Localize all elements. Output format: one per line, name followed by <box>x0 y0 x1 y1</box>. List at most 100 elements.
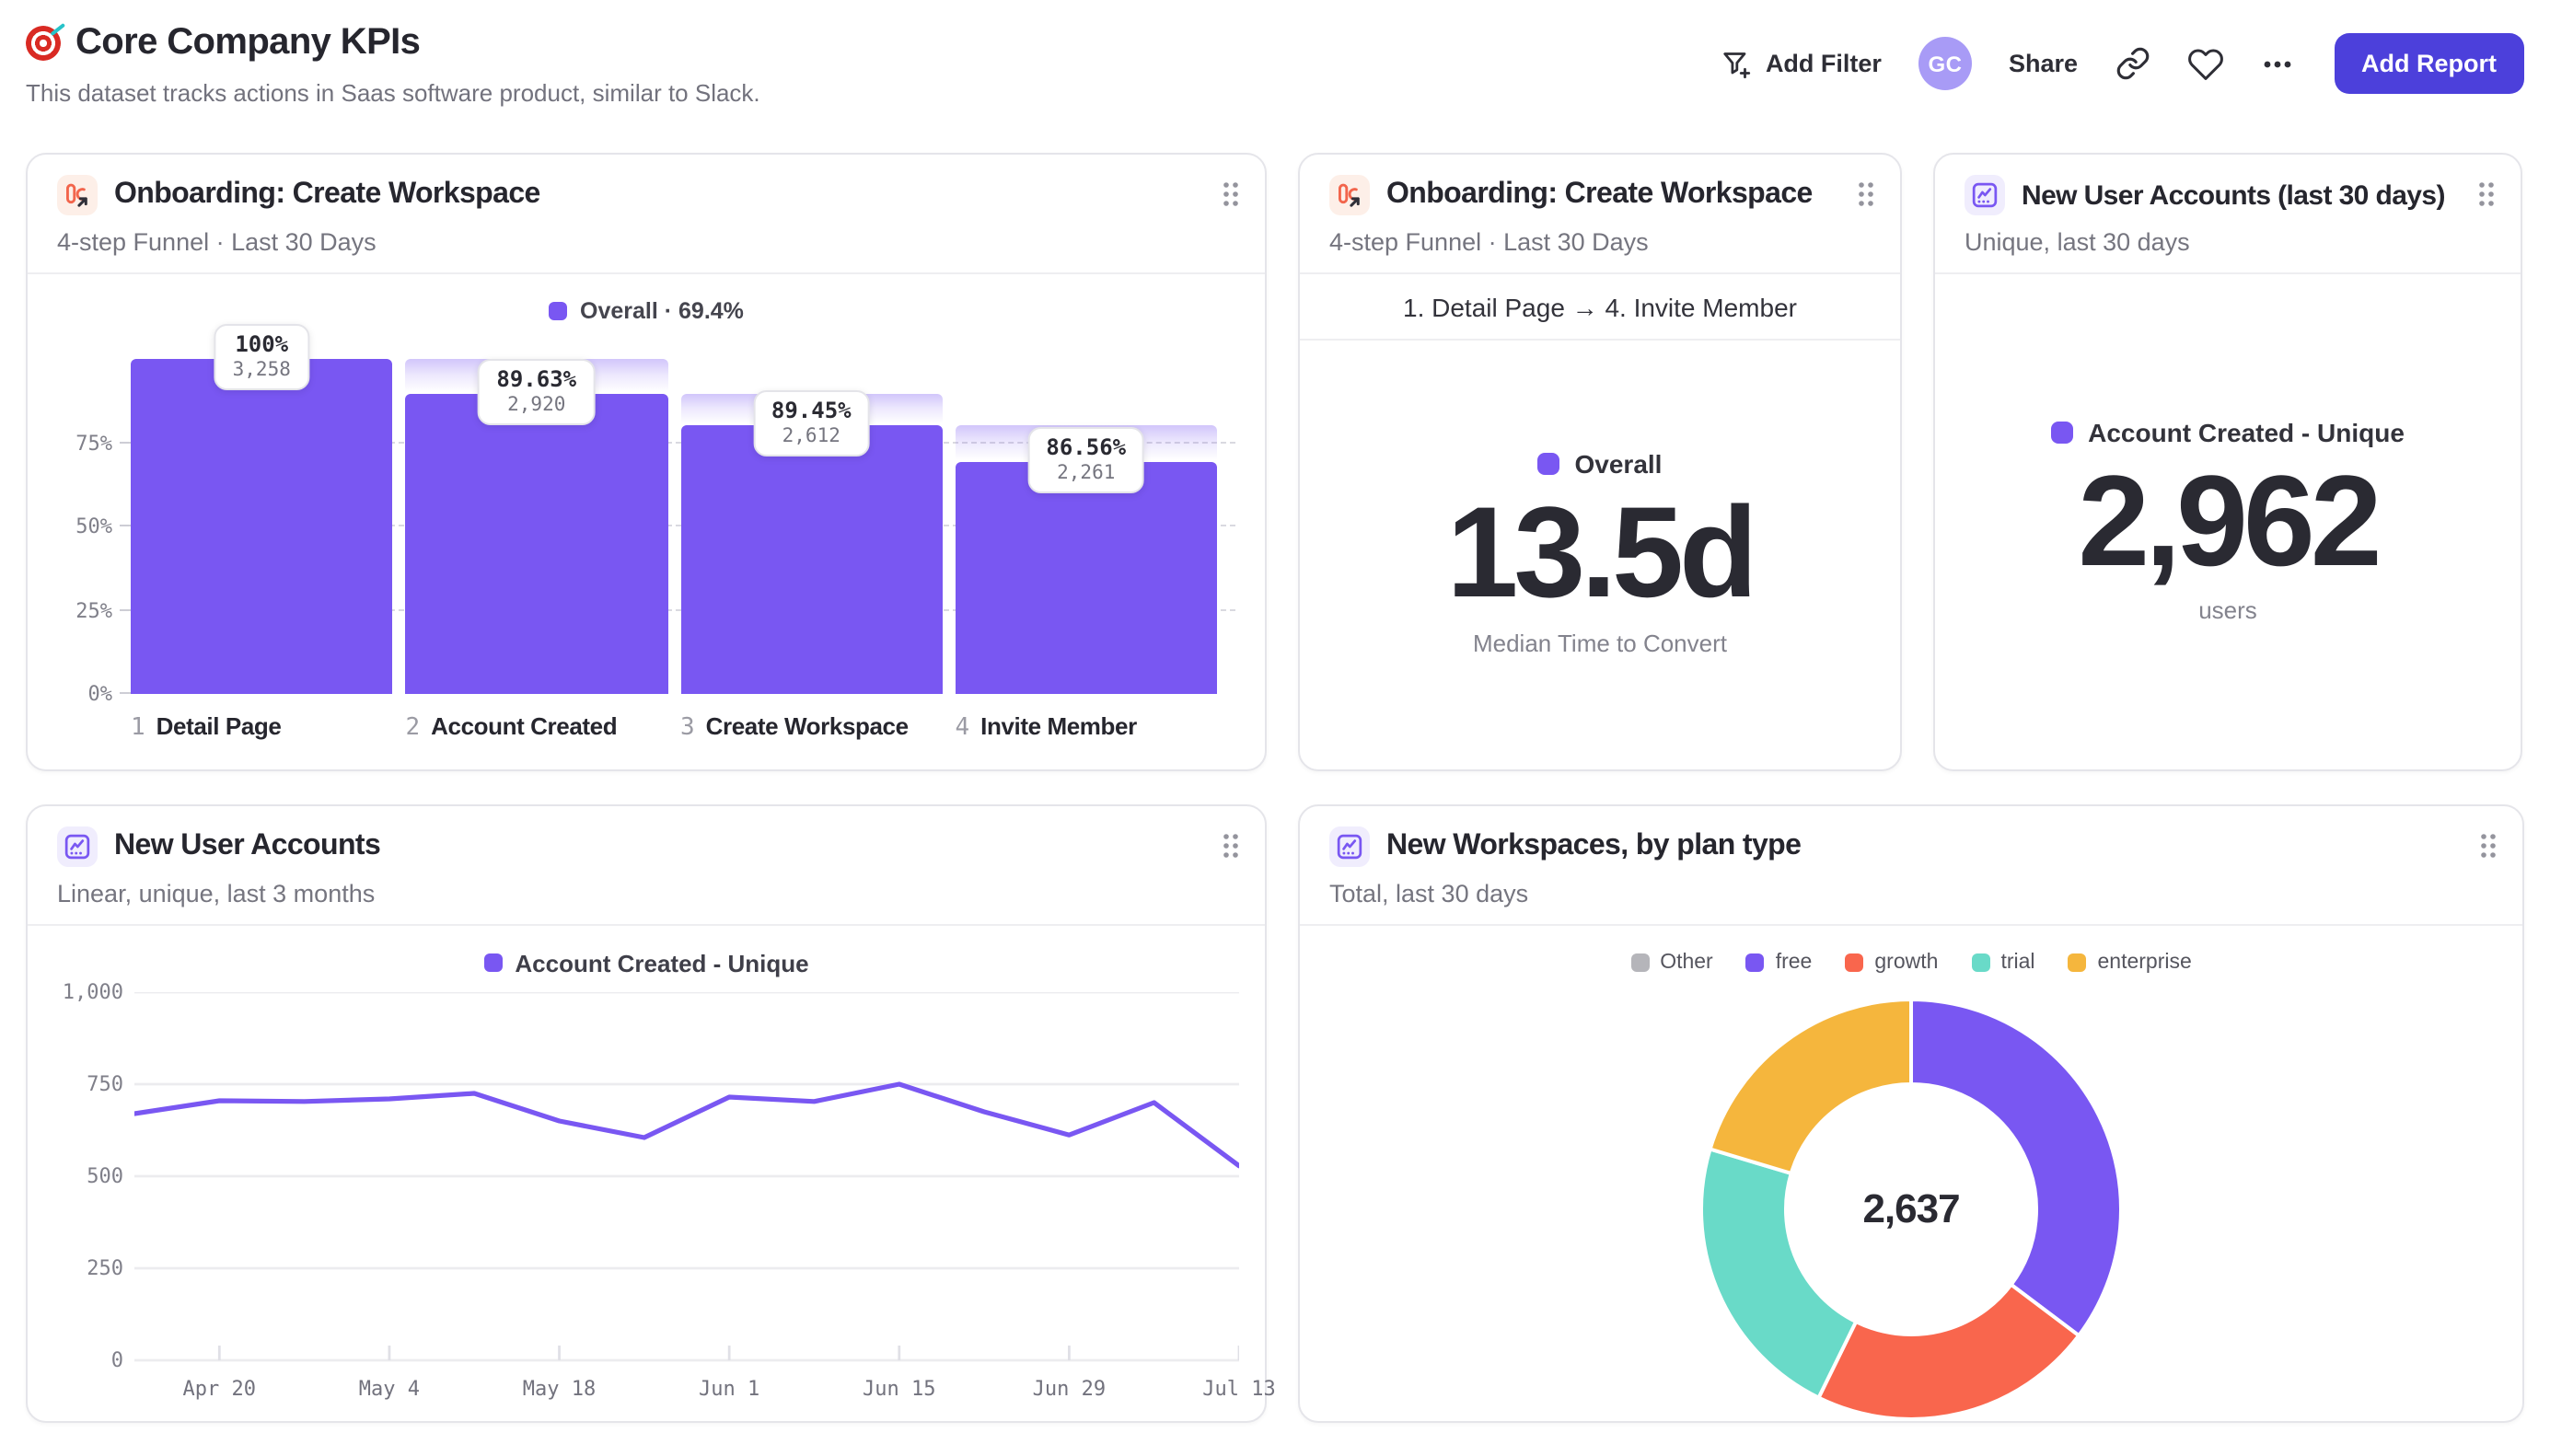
drag-handle-icon[interactable] <box>1221 832 1241 860</box>
page-header-actions: Add Filter GC Share <box>1720 22 2524 94</box>
donut-slice-enterprise[interactable] <box>1708 997 1913 1176</box>
funnel-step-label: 1 Detail Page <box>131 712 393 742</box>
legend-swatch-trial <box>1971 953 1990 972</box>
legend-swatch-free <box>1745 953 1765 972</box>
donut-slice-growth[interactable] <box>1815 1281 2081 1421</box>
funnel-ytick-label: 75% <box>75 431 112 455</box>
funnel-bar-fill[interactable] <box>680 425 943 694</box>
donut-slice-trial[interactable] <box>1699 1147 1859 1401</box>
funnel-bar-step-3[interactable]: 89.45% 2,612 <box>680 359 943 694</box>
card-new-workspaces-by-plan: New Workspaces, by plan type Total, last… <box>1298 804 2524 1423</box>
new-users-body: Account Created - Unique 2,962 users <box>1935 272 2521 769</box>
card-title: Onboarding: Create Workspace <box>114 179 540 210</box>
legend-label: Other <box>1660 952 1713 974</box>
legend-swatch-enterprise <box>2068 953 2087 972</box>
line-legend[interactable]: Account Created - Unique <box>57 941 1235 985</box>
funnel-ytick-label: 0% <box>87 682 113 706</box>
share-button[interactable]: Share <box>2009 50 2078 77</box>
funnel-step-label: 3 Create Workspace <box>680 712 943 742</box>
insights-report-icon <box>57 826 98 867</box>
insights-report-icon <box>1965 175 2005 215</box>
legend-label: Account Created - Unique <box>515 949 809 976</box>
funnel-step-labels: 1 Detail Page 2 Account Created 3 Create Work… <box>131 712 1235 742</box>
metric-legend[interactable]: Overall <box>1537 449 1663 480</box>
drag-handle-icon[interactable] <box>2476 180 2497 208</box>
page-title: Core Company KPIs <box>75 22 421 63</box>
median-time-body: Overall 13.5d Median Time to Convert <box>1300 337 1900 769</box>
line-series-account-created[interactable] <box>134 1081 1239 1169</box>
funnel-value-label: 89.45% 2,612 <box>752 390 870 457</box>
funnel-step-name: Detail Page <box>156 712 282 740</box>
card-subtitle: Total, last 30 days <box>1329 880 1529 907</box>
metric-legend[interactable]: Account Created - Unique <box>2051 418 2405 447</box>
drag-handle-icon[interactable] <box>2478 832 2498 860</box>
line-ytick-label: 750 <box>87 1072 123 1096</box>
funnel-bar-fill[interactable] <box>131 359 393 694</box>
card-title: New Workspaces, by plan type <box>1386 830 1802 861</box>
funnel-pct-label: 100% <box>235 331 289 357</box>
funnel-pct-label: 89.63% <box>496 365 577 392</box>
line-xtick-label: May 4 <box>358 1377 421 1401</box>
card-new-user-accounts-trend: New User Accounts Linear, unique, last 3… <box>26 804 1276 1423</box>
drag-handle-icon[interactable] <box>1856 180 1876 208</box>
donut-total-label: 2,637 <box>1862 1185 1960 1231</box>
funnel-step-label: 2 Account Created <box>406 712 668 742</box>
legend-label: Overall <box>1574 449 1663 480</box>
favorite-button[interactable] <box>2186 45 2223 82</box>
card-title: New User Accounts (last 30 days) <box>2022 179 2445 211</box>
line-xtick-label: Jun 15 <box>863 1377 936 1401</box>
line-ytick-label: 250 <box>87 1256 123 1280</box>
line-chart: 0 250 500 750 1,000 Apr 20 May 4 May 18 Jun 1 Jun… <box>63 980 1276 1416</box>
funnel-pct-label: 89.45% <box>771 398 852 424</box>
drag-handle-icon[interactable] <box>1221 180 1241 208</box>
funnel-ytick-mark <box>120 608 131 610</box>
line-xtick-label: Apr 20 <box>182 1377 257 1401</box>
funnel-bar-fill[interactable] <box>955 461 1217 694</box>
funnel-ytick-label: 25% <box>75 598 112 622</box>
funnel-chart: 0% 25% 50% 75% 100% 3,258 89.63% 2,920 89.45% 2,6… <box>75 324 1235 706</box>
funnel-legend[interactable]: Overall · 69.4% <box>57 289 1235 333</box>
funnel-bar-step-2[interactable]: 89.63% 2,920 <box>405 358 667 694</box>
page-header: Core Company KPIs This dataset tracks ac… <box>0 0 2550 114</box>
ellipsis-icon <box>2263 60 2290 67</box>
median-time-value: 13.5d <box>1446 480 1758 625</box>
avatar[interactable]: GC <box>1918 37 1972 90</box>
copy-link-button[interactable] <box>2115 46 2150 81</box>
funnel-pct-label: 86.56% <box>1046 433 1127 460</box>
funnel-ytick-mark <box>120 525 131 526</box>
legend-item-free[interactable]: free <box>1745 952 1813 974</box>
line-xtick-label: Jun 1 <box>699 1377 760 1401</box>
add-report-button[interactable]: Add Report <box>2334 33 2524 94</box>
funnel-count-label: 2,920 <box>507 393 566 416</box>
add-filter-button[interactable]: Add Filter <box>1720 47 1882 80</box>
dashboard-board: Onboarding: Create Workspace 4-step Funn… <box>26 153 2524 1456</box>
funnel-ytick-mark <box>120 441 131 443</box>
line-chart-svg <box>134 992 1239 1362</box>
funnel-bar-step-4[interactable]: 86.56% 2,261 <box>955 359 1217 694</box>
funnel-bar-fill[interactable] <box>405 393 667 694</box>
funnel-bar-step-1[interactable]: 100% 3,258 <box>131 324 393 694</box>
donut-legend: Other free growth trial enterprise <box>1329 941 2493 985</box>
dartboard-target-icon <box>26 26 61 61</box>
line-ytick-label: 0 <box>110 1348 123 1372</box>
legend-label: free <box>1775 952 1813 974</box>
legend-swatch-other <box>1630 953 1650 972</box>
funnel-value-label: 100% 3,258 <box>214 324 309 390</box>
line-xtick-label: Jul 13 <box>1202 1377 1276 1401</box>
median-time-caption: Median Time to Convert <box>1472 629 1727 657</box>
legend-item-enterprise[interactable]: enterprise <box>2068 952 2192 974</box>
new-users-value: 2,962 <box>2078 448 2382 593</box>
legend-swatch-overall <box>1537 453 1560 476</box>
funnel-value-label: 86.56% 2,261 <box>1027 426 1145 493</box>
more-options-button[interactable] <box>2260 47 2293 80</box>
funnel-step-index: 3 <box>680 714 695 742</box>
insights-report-icon <box>1329 826 1370 867</box>
legend-item-growth[interactable]: growth <box>1845 952 1938 974</box>
legend-swatch-growth <box>1845 953 1864 972</box>
legend-item-trial[interactable]: trial <box>1971 952 2035 974</box>
card-onboarding-funnel: Onboarding: Create Workspace 4-step Funn… <box>26 153 1267 771</box>
card-median-time-to-convert: Onboarding: Create Workspace 4-step Funn… <box>1298 153 1902 771</box>
legend-item-other[interactable]: Other <box>1630 952 1713 974</box>
donut-slice-free[interactable] <box>1909 997 2124 1338</box>
add-filter-label: Add Filter <box>1765 50 1882 77</box>
